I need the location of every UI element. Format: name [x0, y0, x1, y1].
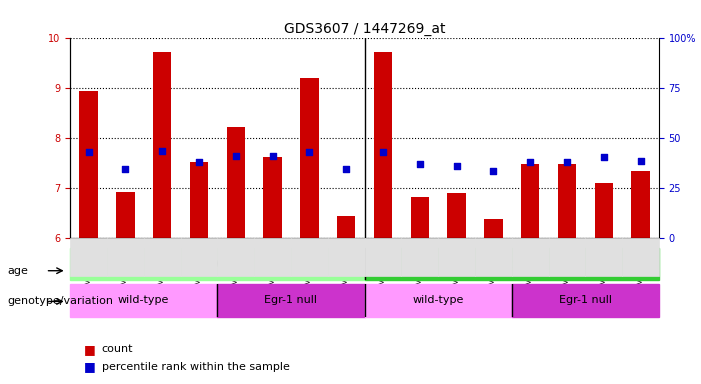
- Point: [120, 166, 131, 172]
- Bar: [411, 197, 429, 238]
- Bar: [585, 238, 622, 276]
- Bar: [327, 238, 365, 276]
- Bar: [512, 284, 659, 317]
- Bar: [254, 238, 291, 276]
- Text: Egr-1 null: Egr-1 null: [559, 295, 612, 306]
- Point: [488, 167, 499, 174]
- Bar: [79, 91, 97, 238]
- Bar: [300, 78, 318, 238]
- Bar: [401, 238, 438, 276]
- Text: age: age: [7, 266, 28, 276]
- Point: [267, 152, 278, 159]
- Point: [156, 147, 168, 154]
- Bar: [116, 192, 135, 238]
- Bar: [217, 238, 254, 276]
- Bar: [144, 238, 181, 276]
- Point: [230, 152, 241, 159]
- Text: 42 d: 42 d: [498, 258, 526, 270]
- Bar: [622, 238, 659, 276]
- Point: [598, 154, 609, 160]
- Point: [635, 158, 646, 164]
- Bar: [153, 52, 171, 238]
- Bar: [374, 52, 392, 238]
- Bar: [512, 238, 548, 276]
- Bar: [438, 238, 475, 276]
- Point: [414, 161, 426, 167]
- Text: count: count: [102, 344, 133, 354]
- Point: [193, 159, 205, 165]
- Bar: [594, 183, 613, 238]
- Text: wild-type: wild-type: [118, 295, 170, 306]
- Point: [562, 159, 573, 165]
- Point: [524, 159, 536, 165]
- Bar: [291, 238, 327, 276]
- Point: [341, 166, 352, 172]
- Bar: [365, 284, 512, 317]
- Bar: [521, 164, 539, 238]
- Bar: [264, 157, 282, 238]
- Point: [304, 149, 315, 155]
- Bar: [558, 164, 576, 238]
- Bar: [337, 216, 355, 238]
- Text: percentile rank within the sample: percentile rank within the sample: [102, 362, 290, 372]
- Text: wild-type: wild-type: [412, 295, 464, 306]
- Point: [83, 149, 94, 155]
- Title: GDS3607 / 1447269_at: GDS3607 / 1447269_at: [284, 22, 445, 36]
- Bar: [484, 219, 503, 238]
- Bar: [181, 238, 217, 276]
- Bar: [70, 284, 217, 317]
- Bar: [632, 170, 650, 238]
- Bar: [548, 238, 585, 276]
- Bar: [365, 238, 401, 276]
- Text: ■: ■: [84, 360, 96, 373]
- Bar: [217, 284, 365, 317]
- Bar: [70, 248, 365, 280]
- Text: 30 d: 30 d: [203, 258, 231, 270]
- Bar: [107, 238, 144, 276]
- Bar: [365, 248, 659, 280]
- Bar: [190, 162, 208, 238]
- Bar: [447, 193, 465, 238]
- Bar: [70, 238, 107, 276]
- Text: Egr-1 null: Egr-1 null: [264, 295, 318, 306]
- Text: ■: ■: [84, 343, 96, 356]
- Bar: [226, 127, 245, 238]
- Point: [451, 163, 462, 169]
- Text: genotype/variation: genotype/variation: [7, 296, 113, 306]
- Bar: [475, 238, 512, 276]
- Point: [377, 149, 388, 155]
